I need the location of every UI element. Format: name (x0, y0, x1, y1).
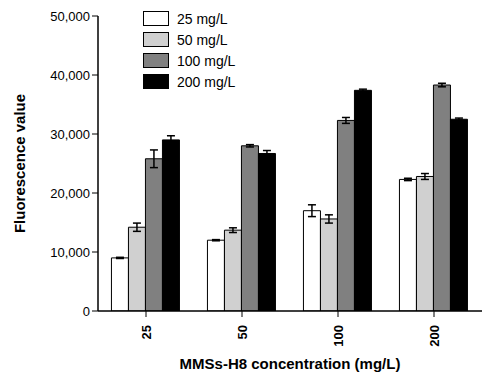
svg-text:200: 200 (427, 325, 442, 347)
svg-text:25: 25 (139, 325, 154, 339)
html-text:100 mg/L: 100 mg/L (177, 52, 236, 69)
html-text:200 mg/L: 200 mg/L (177, 73, 236, 90)
svg-text:Fluorescence value: Fluorescence value (11, 94, 28, 233)
svg-text:30,000: 30,000 (50, 127, 90, 142)
svg-text:MMSs-H8 concentration (mg/L): MMSs-H8 concentration (mg/L) (180, 355, 401, 372)
svg-text:100: 100 (331, 325, 346, 347)
html-text:50 mg/L: 50 mg/L (177, 31, 228, 48)
svg-text:0: 0 (83, 304, 90, 319)
html-text:25 mg/L: 25 mg/L (177, 10, 228, 27)
svg-text:50,000: 50,000 (50, 9, 90, 24)
svg-text:10,000: 10,000 (50, 245, 90, 260)
svg-text:20,000: 20,000 (50, 186, 90, 201)
svg-text:50: 50 (235, 325, 250, 339)
svg-text:40,000: 40,000 (50, 68, 90, 83)
